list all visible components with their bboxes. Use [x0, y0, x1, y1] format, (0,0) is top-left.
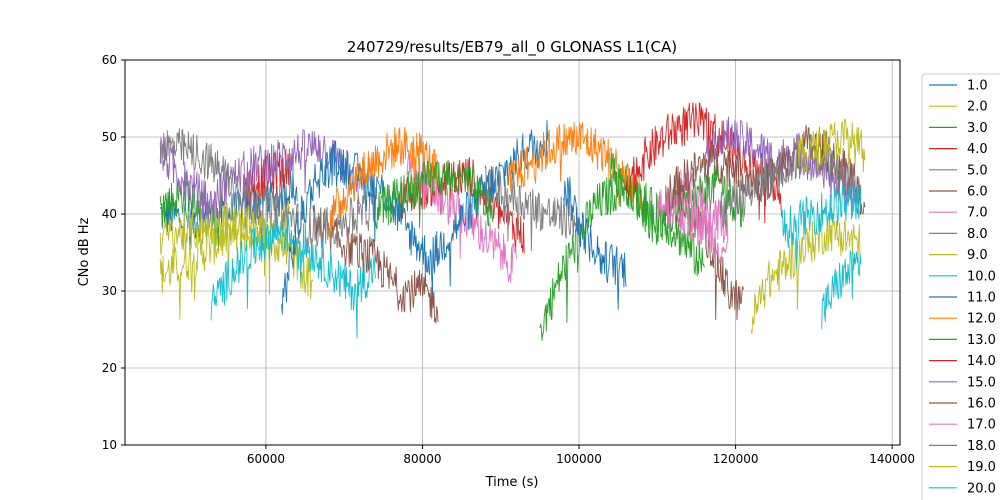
legend-label: 4.0: [967, 142, 988, 157]
series-line-8.0: [159, 127, 376, 259]
series-line-13.0: [375, 159, 494, 230]
legend-label: 2.0: [967, 100, 988, 115]
series-line-9.0: [750, 212, 862, 335]
legend-label: 14.0: [967, 354, 996, 369]
legend-label: 13.0: [967, 333, 996, 348]
y-tick-label: 60: [102, 53, 117, 67]
legend-label: 3.0: [967, 121, 988, 136]
legend-label: 7.0: [967, 206, 988, 221]
series-line-11.0: [281, 119, 549, 315]
legend-label: 18.0: [967, 439, 996, 454]
series-line-7.0: [406, 149, 517, 283]
legend-label: 20.0: [967, 481, 996, 496]
x-axis-ticks: 60000 80000 100000 120000 140000: [247, 445, 915, 466]
chart-title: 240729/results/EB79_all_0 GLONASS L1(CA): [347, 38, 677, 57]
y-axis-ticks: 10 20 30 40 50 60: [102, 53, 125, 452]
x-tick-label: 140000: [869, 452, 915, 466]
y-tick-label: 10: [102, 438, 117, 452]
series-line-19.0: [797, 118, 866, 175]
series-group: [159, 101, 866, 341]
series-line-6.0: [672, 185, 744, 321]
legend: 1.0 2.0 3.0 4.0 5.0 6.0 7.0 8.0 9.0 10.0 11.0 12.0 1…: [921, 73, 1000, 500]
series-line-15.0: [703, 116, 862, 220]
legend-label: 9.0: [967, 248, 988, 263]
legend-label: 19.0: [967, 460, 996, 475]
plot-frame: [124, 59, 901, 446]
x-tick-label: 80000: [403, 452, 441, 466]
legend-label: 15.0: [967, 375, 996, 390]
y-tick-label: 40: [102, 207, 117, 221]
y-tick-label: 50: [102, 130, 117, 144]
legend-label: 17.0: [967, 418, 996, 433]
x-axis-label: Time (s): [485, 475, 539, 490]
series-line-13.0: [609, 152, 705, 277]
series-line-20.0: [782, 184, 862, 271]
legend-label: 16.0: [967, 397, 996, 412]
y-tick-label: 30: [102, 284, 117, 298]
legend-label: 8.0: [967, 227, 988, 242]
y-axis-label: CNo dB Hz: [77, 217, 92, 286]
series-line-4.0: [398, 157, 525, 254]
series-line-11.0: [562, 176, 627, 310]
x-tick-label: 120000: [713, 452, 759, 466]
series-line-8.0: [484, 165, 580, 252]
x-tick-label: 60000: [247, 452, 285, 466]
legend-label: 11.0: [967, 291, 996, 306]
series-line-17.0: [656, 189, 729, 264]
series-line-9.0: [159, 202, 314, 300]
y-tick-label: 20: [102, 361, 117, 375]
legend-box: [921, 73, 1000, 500]
series-line-6.0: [312, 204, 439, 324]
series-line-16.0: [664, 124, 866, 221]
legend-label: 1.0: [967, 79, 988, 94]
legend-label: 10.0: [967, 269, 996, 284]
series-line-2.0: [159, 199, 290, 320]
legend-label: 5.0: [967, 163, 988, 178]
x-tick-label: 100000: [556, 452, 602, 466]
series-line-18.0: [719, 133, 862, 229]
series-line-10.0: [821, 250, 862, 330]
legend-label: 12.0: [967, 312, 996, 327]
legend-label: 6.0: [967, 185, 988, 200]
series-line-12.0: [328, 126, 439, 239]
